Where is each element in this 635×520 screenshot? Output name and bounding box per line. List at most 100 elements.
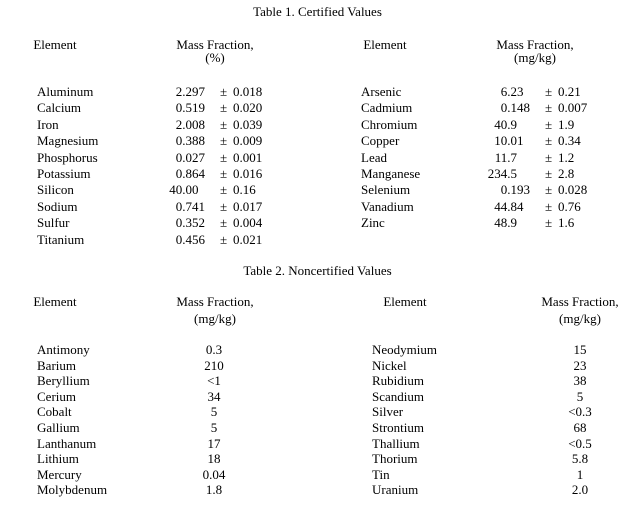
plus-minus-sign: ± [220, 84, 228, 99]
mass-fraction-value: 11.7 [494, 149, 517, 165]
table2-title: Table 2. Noncertified Values [243, 263, 392, 278]
element-name: Phosphorus [37, 149, 98, 165]
mass-fraction-value: 38 [573, 373, 587, 389]
mass-fraction-value: 0.456 [175, 231, 205, 247]
mass-fraction-value: 210 [204, 357, 224, 373]
uncertainty-value: 0.021 [233, 231, 263, 247]
uncertainty-value: 0.009 [233, 133, 263, 149]
uncertainty-value: 1.2 [558, 149, 575, 165]
mass-fraction-value: 68 [573, 420, 587, 435]
mass-fraction-value: 40.00 [169, 182, 199, 198]
plus-minus-sign: ± [220, 116, 228, 132]
mass-fraction-value: 34 [207, 388, 221, 404]
mass-fraction-value: 5.8 [571, 451, 589, 467]
plus-minus-sign: ± [220, 198, 228, 214]
table1-right-unit-header: (mg/kg) [514, 50, 556, 65]
element-name: Cobalt [37, 404, 72, 420]
uncertainty-value: 0.028 [558, 182, 588, 198]
plus-minus-sign: ± [220, 182, 228, 198]
table2-right-element-header: Element [383, 294, 427, 309]
mass-fraction-value: 0.864 [175, 166, 205, 181]
plus-minus-sign: ± [220, 166, 228, 181]
plus-minus-sign: ± [545, 100, 553, 116]
element-name: Cadmium [361, 100, 413, 116]
element-name: Copper [361, 133, 400, 149]
element-name: Thorium [372, 451, 418, 467]
uncertainty-value: 0.017 [233, 198, 263, 214]
table1-title: Table 1. Certified Values [253, 4, 382, 19]
element-name: Tin [372, 466, 390, 482]
element-name: Selenium [361, 182, 411, 198]
element-name: Vanadium [361, 198, 414, 214]
uncertainty-value: 2.8 [558, 166, 575, 181]
mass-fraction-value: 15 [573, 342, 587, 357]
element-name: Iron [37, 116, 59, 132]
mass-fraction-value: 40.9 [494, 116, 517, 132]
element-name: Uranium [372, 482, 419, 498]
plus-minus-sign: ± [545, 166, 553, 181]
element-name: Antimony [37, 342, 90, 357]
element-name: Calcium [37, 100, 82, 116]
table2-left-unit-header: (mg/kg) [194, 311, 236, 326]
element-name: Lead [361, 149, 387, 165]
mass-fraction-value: 18 [207, 451, 221, 467]
uncertainty-value: 1.9 [558, 116, 575, 132]
element-name: Manganese [361, 166, 421, 181]
mass-fraction-value: 234.5 [487, 166, 517, 181]
plus-minus-sign: ± [545, 116, 553, 132]
uncertainty-value: 0.018 [233, 84, 263, 99]
table2-right-unit-header: (mg/kg) [559, 311, 601, 326]
plus-minus-sign: ± [545, 133, 553, 149]
uncertainty-value: 0.76 [558, 198, 581, 214]
table1-left-element-header: Element [33, 37, 77, 52]
element-name: Nickel [372, 357, 407, 373]
uncertainty-value: 0.007 [558, 100, 588, 116]
element-name: Neodymium [372, 342, 437, 357]
mass-fraction-value: 0.352 [175, 215, 205, 231]
plus-minus-sign: ± [545, 84, 553, 99]
element-name: Beryllium [37, 373, 90, 389]
mass-fraction-value: 5 [210, 420, 218, 435]
mass-fraction-value: 1.8 [205, 482, 223, 498]
table1-left-unit-header: (%) [205, 50, 225, 65]
plus-minus-sign: ± [220, 133, 228, 149]
element-name: Scandium [372, 388, 424, 404]
mass-fraction-value: 23 [573, 357, 587, 373]
plus-minus-sign: ± [220, 100, 228, 116]
element-name: Rubidium [372, 373, 425, 389]
table1-left-mass-fraction-header: Mass Fraction, [176, 37, 254, 52]
mass-fraction-value: 0.148 [500, 100, 530, 116]
plus-minus-sign: ± [220, 215, 228, 231]
mass-fraction-value: <0.5 [568, 435, 592, 451]
table1-right-mass-fraction-header: Mass Fraction, [496, 37, 574, 52]
element-name: Cerium [37, 388, 76, 404]
mass-fraction-value: 0.519 [175, 100, 205, 116]
mass-fraction-value: 5 [576, 388, 584, 404]
mass-fraction-value: 44.84 [494, 198, 524, 214]
element-name: Aluminum [37, 84, 94, 99]
table2-right-mass-fraction-header: Mass Fraction, [541, 294, 619, 309]
mass-fraction-value: 0.193 [500, 182, 530, 198]
uncertainty-value: 0.21 [558, 84, 581, 99]
uncertainty-value: 0.039 [233, 116, 263, 132]
mass-fraction-value: 48.9 [494, 215, 517, 231]
element-name: Gallium [37, 420, 80, 435]
element-name: Lanthanum [37, 435, 97, 451]
mass-fraction-value: 0.027 [175, 149, 205, 165]
mass-fraction-value: <0.3 [568, 404, 592, 420]
element-name: Potassium [37, 166, 91, 181]
uncertainty-value: 1.6 [558, 215, 575, 231]
element-name: Lithium [37, 451, 79, 467]
plus-minus-sign: ± [220, 149, 228, 165]
element-name: Zinc [361, 215, 385, 231]
element-name: Silver [372, 404, 404, 420]
mass-fraction-value: 2.297 [175, 84, 205, 99]
element-name: Thallium [372, 435, 420, 451]
uncertainty-value: 0.004 [233, 215, 263, 231]
element-name: Arsenic [361, 84, 402, 99]
uncertainty-value: 0.34 [558, 133, 581, 149]
table2-left-mass-fraction-header: Mass Fraction, [176, 294, 254, 309]
plus-minus-sign: ± [220, 231, 228, 247]
element-name: Titanium [37, 231, 85, 247]
